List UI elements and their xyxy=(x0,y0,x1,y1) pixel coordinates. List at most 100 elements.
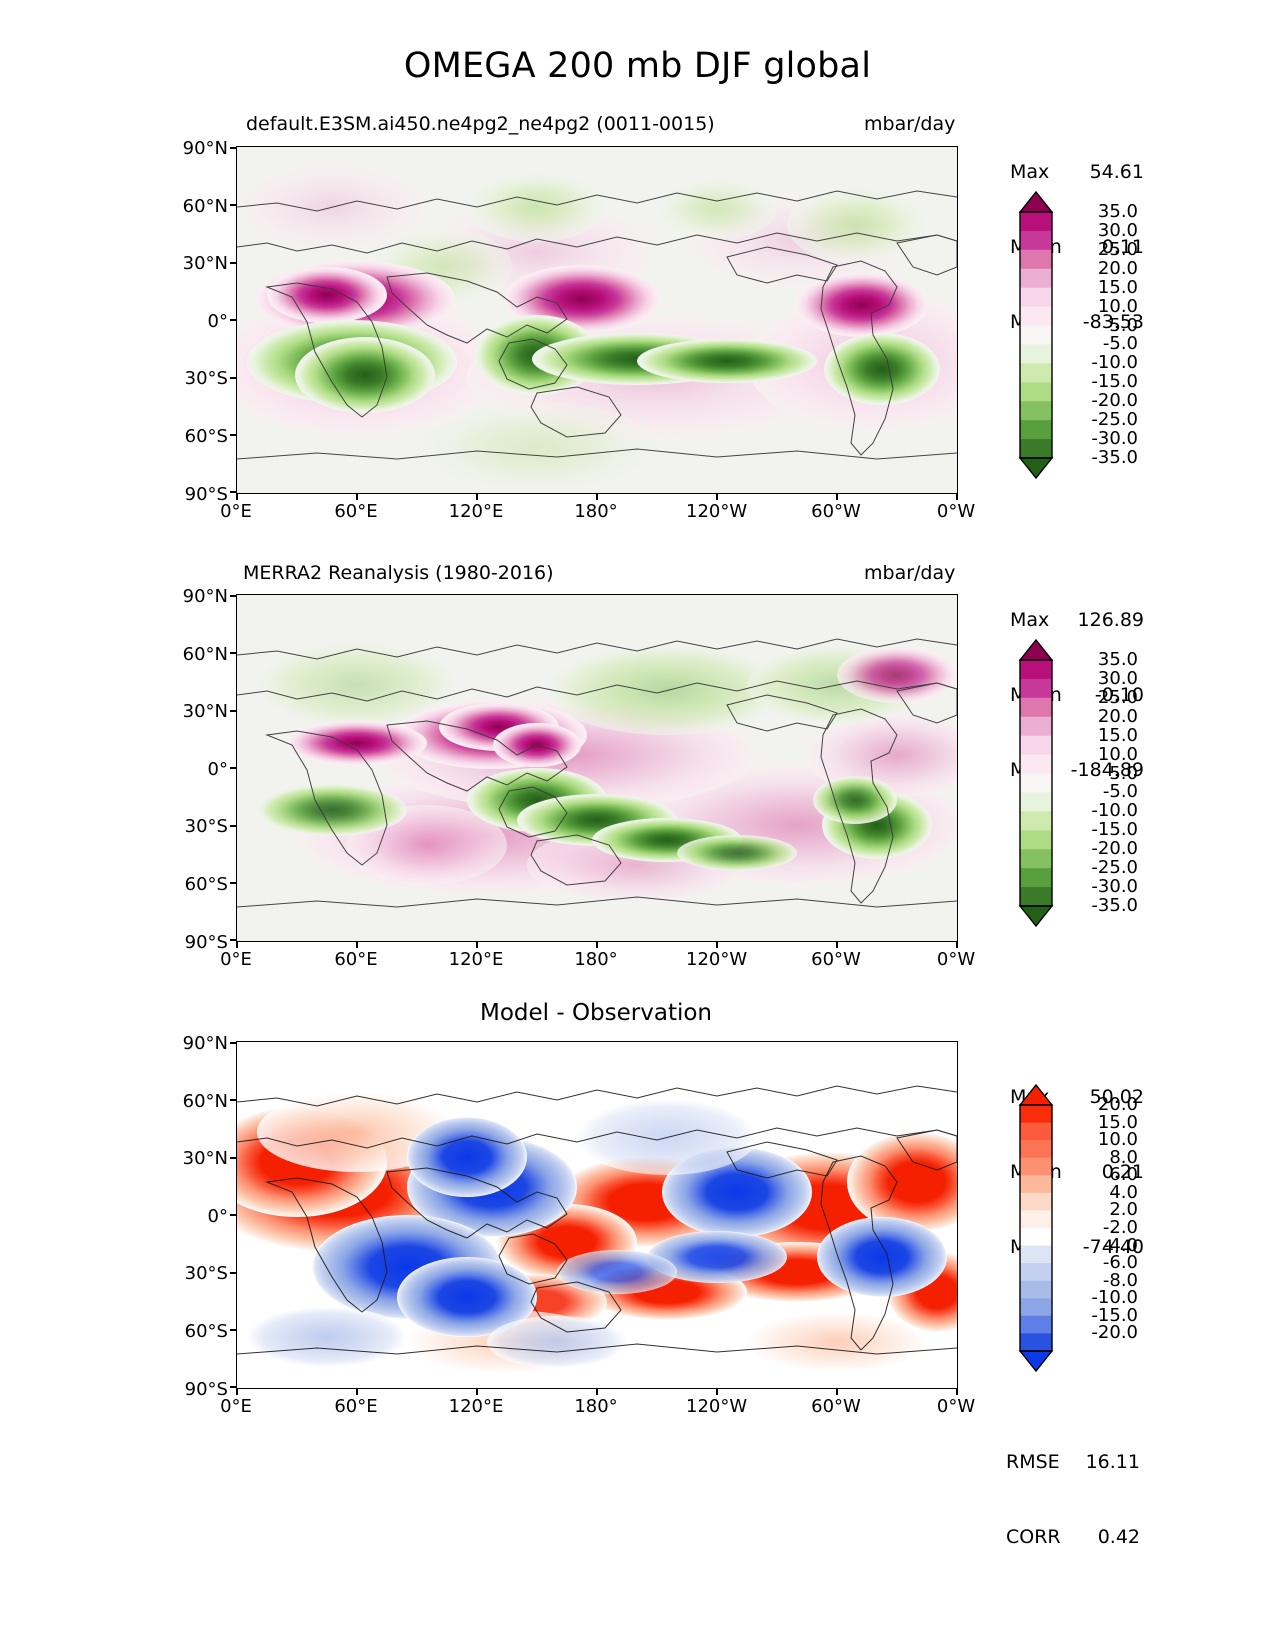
colorbar-segment xyxy=(1020,792,1052,812)
panel-diff-ylabel-6: 90°S xyxy=(184,1379,228,1400)
rmse-label: RMSE xyxy=(1006,1451,1060,1473)
panel-diff-xlabel-1: 60°E xyxy=(334,1396,378,1417)
panel-diff-title: Model - Observation xyxy=(479,1000,713,1026)
panel-model-ylabel-6: 90°S xyxy=(184,484,228,505)
panel-obs-colorbar: 35.0 30.0 25.0 20.0 15.0 10.0 5.0 -5.0 -10.0 -15.… xyxy=(1006,638,1156,928)
colorbar-segment xyxy=(1020,849,1052,869)
stat-min-value: -184.89 xyxy=(1070,759,1144,781)
panel-obs-map xyxy=(236,594,958,942)
panel-diff-ylabel-4: 30°S xyxy=(184,1263,228,1284)
panel-diff-ylabel-2: 30°N xyxy=(182,1148,228,1169)
panel-model-map xyxy=(236,146,958,494)
xtick xyxy=(236,1388,238,1395)
panel-obs-xlabel-3: 180° xyxy=(574,949,618,970)
colorbar-tick: -5.0 xyxy=(1102,333,1138,355)
panel-obs-xlabel-0: 0°E xyxy=(220,949,252,970)
colorbar-extend-max xyxy=(1018,1083,1054,1106)
colorbar-segment xyxy=(1020,420,1052,440)
colorbar-tick: -15.0 xyxy=(1091,371,1138,393)
colorbar-tick-labels: 20.0 15.0 10.0 8.0 6.0 4.0 2.0 -2.0 -4.0 -6.0 -8.0… xyxy=(1068,1083,1156,1373)
panel-diff-ylabel-3: 0° xyxy=(207,1206,228,1227)
colorbar-tick: 20.0 xyxy=(1097,1094,1138,1115)
ytick xyxy=(230,939,237,941)
colorbar-segment xyxy=(1020,830,1052,850)
stat-max-value: 50.02 xyxy=(1089,1086,1144,1108)
xtick xyxy=(836,941,838,948)
colorbar-tick: -35.0 xyxy=(1091,895,1138,916)
panel-model-ylabel-0: 90°N xyxy=(182,138,228,159)
panel-obs-ylabel-1: 60°N xyxy=(182,644,228,665)
panel-diff-map xyxy=(236,1041,958,1389)
colorbar-outline xyxy=(1019,1104,1053,1352)
panel-obs-field xyxy=(237,595,957,941)
ytick xyxy=(230,882,237,884)
stat-max-value: 54.61 xyxy=(1089,161,1144,183)
colorbar-tick: 5.0 xyxy=(1109,314,1138,336)
colorbar-segment xyxy=(1020,754,1052,775)
colorbar-segment xyxy=(1020,249,1052,270)
colorbar-segment xyxy=(1020,230,1052,251)
colorbar-segment xyxy=(1020,306,1052,327)
colorbar-segment xyxy=(1020,1175,1052,1194)
panel-model-ylabel-2: 30°N xyxy=(182,253,228,274)
panel-diff-ylabel-1: 60°N xyxy=(182,1091,228,1112)
colorbar-segment xyxy=(1020,1280,1052,1299)
colorbar-swatches xyxy=(1018,638,1054,928)
ytick xyxy=(230,1272,237,1274)
colorbar-segment xyxy=(1020,325,1052,346)
ytick xyxy=(230,1214,237,1216)
panel-model-ylabel-3: 0° xyxy=(207,311,228,332)
panel-obs-title: MERRA2 Reanalysis (1980-2016) xyxy=(243,562,554,584)
ytick xyxy=(230,1329,237,1331)
colorbar-tick: 15.0 xyxy=(1097,724,1138,746)
xtick xyxy=(836,1388,838,1395)
ytick xyxy=(230,1157,237,1159)
colorbar-segment xyxy=(1020,1263,1052,1282)
panel-obs-xlabel-2: 120°E xyxy=(448,949,504,970)
xtick xyxy=(356,941,358,948)
corr-label: CORR xyxy=(1006,1526,1061,1548)
panel-obs-ylabel-5: 60°S xyxy=(184,874,228,895)
colorbar-segment xyxy=(1020,1228,1052,1247)
panel-obs-ylabel-3: 0° xyxy=(207,759,228,780)
ytick xyxy=(230,434,237,436)
colorbar-tick: -10.0 xyxy=(1091,1287,1138,1309)
colorbar-tick: -30.0 xyxy=(1091,876,1138,898)
ytick xyxy=(230,825,237,827)
colorbar-tick: -2.0 xyxy=(1102,1217,1138,1238)
panel-obs-xlabel-1: 60°E xyxy=(334,949,378,970)
colorbar-tick: 25.0 xyxy=(1097,686,1138,708)
panel-diff-field xyxy=(237,1042,957,1388)
colorbar-tick-labels: 35.0 30.0 25.0 20.0 15.0 10.0 5.0 -5.0 -10.0 -15.… xyxy=(1068,190,1156,480)
colorbar-tick: -30.0 xyxy=(1091,428,1138,450)
panel-model-xlabel-6: 0°W xyxy=(936,501,976,522)
colorbar-segment xyxy=(1020,811,1052,831)
xtick xyxy=(356,493,358,500)
colorbar-tick: 35.0 xyxy=(1097,649,1138,670)
colorbar-segment xyxy=(1020,1210,1052,1229)
panel-diff-xlabel-3: 180° xyxy=(574,1396,618,1417)
panel-diff-xlabel-2: 120°E xyxy=(448,1396,504,1417)
colorbar-tick: 30.0 xyxy=(1097,219,1138,241)
ytick xyxy=(230,377,237,379)
colorbar-tick: 15.0 xyxy=(1097,1111,1138,1133)
panel-model-xlabel-1: 60°E xyxy=(334,501,378,522)
colorbar-tick: 10.0 xyxy=(1097,743,1138,765)
panel-diff-xlabel-4: 120°W xyxy=(686,1396,748,1417)
colorbar-tick: -35.0 xyxy=(1091,447,1138,468)
colorbar-tick: 20.0 xyxy=(1097,705,1138,727)
colorbar-tick: -10.0 xyxy=(1091,800,1138,822)
panel-obs-xlabel-5: 60°W xyxy=(811,949,861,970)
colorbar-swatches xyxy=(1018,1083,1054,1373)
panel-model-ylabel-4: 30°S xyxy=(184,368,228,389)
stat-min-value: -83.53 xyxy=(1082,311,1144,333)
panel-model-units: mbar/day xyxy=(864,113,956,135)
panel-obs-ylabel-6: 90°S xyxy=(184,932,228,953)
colorbar-extend-min xyxy=(1018,457,1054,480)
colorbar-tick: 5.0 xyxy=(1109,762,1138,784)
xtick xyxy=(716,1388,718,1395)
xtick xyxy=(956,1388,958,1395)
colorbar-tick-labels: 35.0 30.0 25.0 20.0 15.0 10.0 5.0 -5.0 -10.0 -15.… xyxy=(1068,638,1156,928)
